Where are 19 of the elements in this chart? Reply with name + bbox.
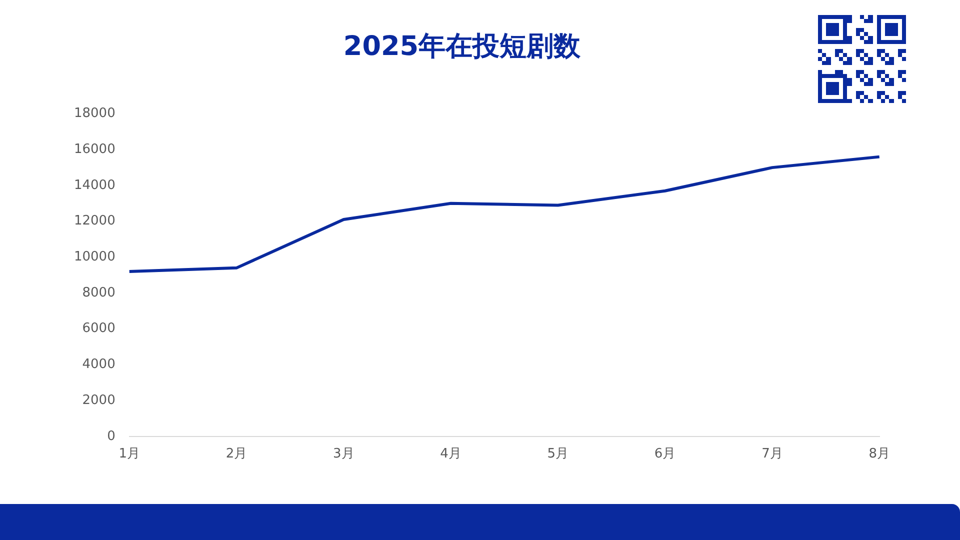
y-tick-label: 0 xyxy=(107,428,116,444)
y-tick-label: 16000 xyxy=(74,142,116,158)
x-tick-label: 3月 xyxy=(333,446,354,462)
y-tick-label: 6000 xyxy=(82,321,116,336)
y-tick-label: 18000 xyxy=(74,106,116,122)
x-tick-label: 5月 xyxy=(547,446,569,462)
x-tick-label: 2月 xyxy=(226,446,248,462)
y-tick-label: 8000 xyxy=(82,285,116,300)
y-tick-label: 4000 xyxy=(82,357,116,372)
y-tick-label: 12000 xyxy=(74,214,116,229)
x-tick-label: 6月 xyxy=(654,446,676,462)
y-tick-label: 10000 xyxy=(74,250,116,265)
x-tick-label: 7月 xyxy=(762,446,783,462)
y-tick-label: 2000 xyxy=(82,392,116,408)
x-tick-label: 8月 xyxy=(868,446,890,462)
x-tick-label: 4月 xyxy=(440,446,462,462)
y-tick-label: 14000 xyxy=(74,178,116,193)
x-tick-label: 1月 xyxy=(118,446,140,462)
chart-title: 2025年在投短剧数 xyxy=(342,30,582,64)
